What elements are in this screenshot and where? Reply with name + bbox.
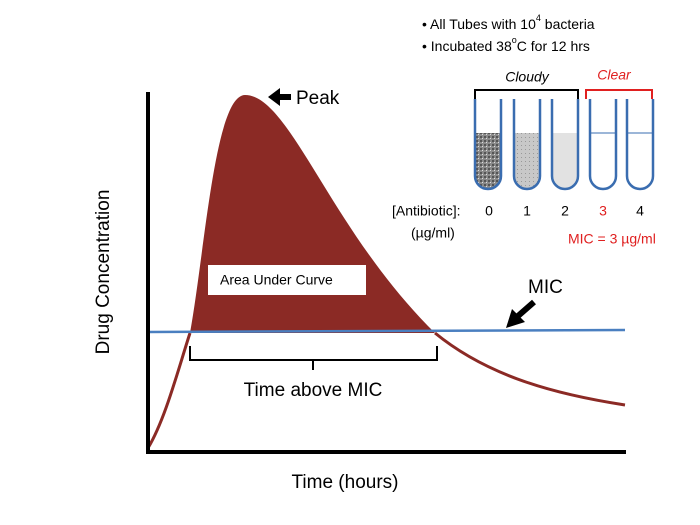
concentration: 2 [561, 203, 569, 219]
note: • Incubated 38oC for 12 hrs [422, 35, 590, 53]
peak-label: Peak [296, 88, 340, 109]
concentration-curve [146, 331, 626, 449]
note: • All Tubes with 104 bacteria [422, 13, 595, 31]
tubes [473, 99, 655, 191]
auc-box [208, 265, 366, 295]
time-bracket [189, 346, 438, 370]
concentration: 4 [636, 203, 644, 219]
mic-arrow [516, 299, 536, 319]
clear-label: Clear [597, 67, 632, 83]
concentration: 0 [485, 203, 493, 219]
clear-bracket [585, 89, 653, 99]
auc-label: Area Under Curve [220, 272, 333, 288]
peak-arrow [268, 88, 291, 106]
concentration: 1 [523, 203, 531, 219]
x-axis-label: Time (hours) [292, 472, 399, 493]
mic-arrow-head [506, 309, 525, 328]
mic-result: MIC = 3 µg/ml [568, 231, 656, 247]
mic-line [147, 328, 626, 334]
cloudy-label: Cloudy [505, 69, 550, 85]
mic-label: MIC [528, 277, 563, 298]
cloudy-bracket [474, 89, 579, 99]
units-label: (µg/ml) [411, 225, 455, 241]
concentration: 3 [599, 203, 607, 219]
antibiotic-label: [Antibiotic]: [392, 203, 460, 219]
y-axis-label: Drug Concentration [93, 190, 114, 355]
time-above-label: Time above MIC [244, 380, 383, 401]
